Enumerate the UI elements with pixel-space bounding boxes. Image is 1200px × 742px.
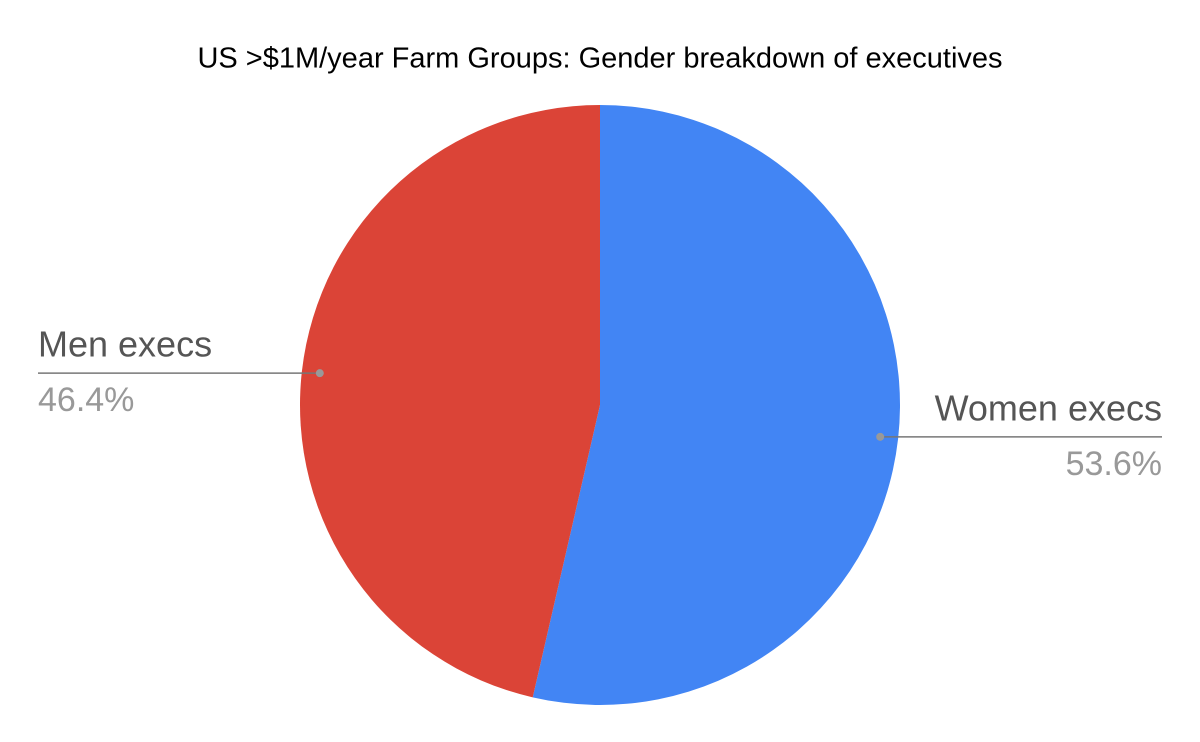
pie-slice [300, 104, 600, 698]
pie-slice [532, 105, 901, 705]
leader-dot [876, 432, 885, 441]
value-label: 46.4% [38, 381, 134, 419]
value-label: 53.6% [1066, 445, 1162, 483]
leader-dot [315, 369, 324, 378]
legend-label: Men execs [38, 324, 212, 365]
legend-label: Women execs [935, 387, 1162, 428]
chart-title: US >$1M/year Farm Groups: Gender breakdo… [197, 43, 1002, 75]
